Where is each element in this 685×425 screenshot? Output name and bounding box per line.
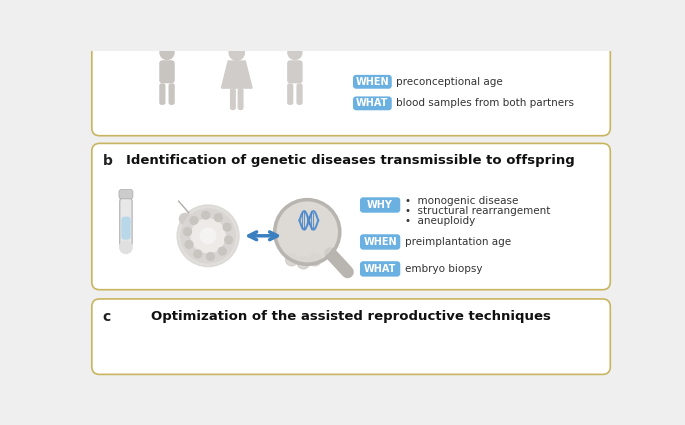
Circle shape <box>181 209 235 263</box>
FancyBboxPatch shape <box>360 234 400 249</box>
FancyBboxPatch shape <box>360 261 400 277</box>
FancyArrowPatch shape <box>249 232 277 240</box>
Circle shape <box>185 241 193 248</box>
Circle shape <box>191 219 225 253</box>
Text: preimplantation age: preimplantation age <box>405 237 511 247</box>
FancyBboxPatch shape <box>297 83 303 105</box>
Circle shape <box>190 217 198 224</box>
Text: WHEN: WHEN <box>363 237 397 247</box>
Circle shape <box>278 203 337 261</box>
FancyBboxPatch shape <box>228 61 245 74</box>
FancyBboxPatch shape <box>119 190 133 199</box>
Circle shape <box>223 223 231 231</box>
Text: blood samples from both partners: blood samples from both partners <box>396 98 573 108</box>
FancyBboxPatch shape <box>120 197 132 247</box>
Text: WHAT: WHAT <box>356 98 388 108</box>
FancyBboxPatch shape <box>238 88 244 110</box>
Text: embryo biopsy: embryo biopsy <box>405 264 482 274</box>
Polygon shape <box>221 61 252 88</box>
Text: WHEN: WHEN <box>356 77 389 87</box>
Circle shape <box>194 250 201 258</box>
Text: WHAT: WHAT <box>364 264 397 274</box>
Text: •  structural rearrangement: • structural rearrangement <box>405 206 550 216</box>
FancyBboxPatch shape <box>121 217 131 240</box>
FancyBboxPatch shape <box>169 83 175 105</box>
Circle shape <box>275 200 340 264</box>
FancyBboxPatch shape <box>230 88 236 110</box>
Circle shape <box>214 214 222 221</box>
Circle shape <box>309 253 321 266</box>
FancyBboxPatch shape <box>159 83 166 105</box>
Circle shape <box>202 211 210 219</box>
Circle shape <box>179 213 190 224</box>
Circle shape <box>219 247 226 255</box>
Circle shape <box>225 236 232 244</box>
FancyBboxPatch shape <box>353 96 392 111</box>
Text: preconceptional age: preconceptional age <box>396 77 502 87</box>
Circle shape <box>229 45 245 60</box>
Circle shape <box>160 45 174 60</box>
Circle shape <box>288 45 302 60</box>
Circle shape <box>177 205 239 266</box>
FancyBboxPatch shape <box>360 197 400 212</box>
Text: c: c <box>103 310 111 324</box>
FancyBboxPatch shape <box>92 299 610 374</box>
Text: Identification of genetic diseases transmissible to offspring: Identification of genetic diseases trans… <box>126 154 575 167</box>
Circle shape <box>286 253 298 266</box>
FancyBboxPatch shape <box>353 75 392 89</box>
FancyBboxPatch shape <box>287 83 293 105</box>
FancyBboxPatch shape <box>287 60 303 83</box>
FancyBboxPatch shape <box>92 36 610 136</box>
Text: •  aneuploidy: • aneuploidy <box>405 216 475 226</box>
Text: •  monogenic disease: • monogenic disease <box>405 196 519 206</box>
Text: Optimization of the assisted reproductive techniques: Optimization of the assisted reproductiv… <box>151 310 551 323</box>
FancyBboxPatch shape <box>159 60 175 83</box>
Circle shape <box>184 228 191 235</box>
Text: WHY: WHY <box>367 200 393 210</box>
Text: b: b <box>103 154 112 168</box>
Circle shape <box>297 257 310 269</box>
Circle shape <box>207 252 214 260</box>
FancyBboxPatch shape <box>92 143 610 290</box>
Circle shape <box>120 241 132 253</box>
Circle shape <box>200 228 216 244</box>
